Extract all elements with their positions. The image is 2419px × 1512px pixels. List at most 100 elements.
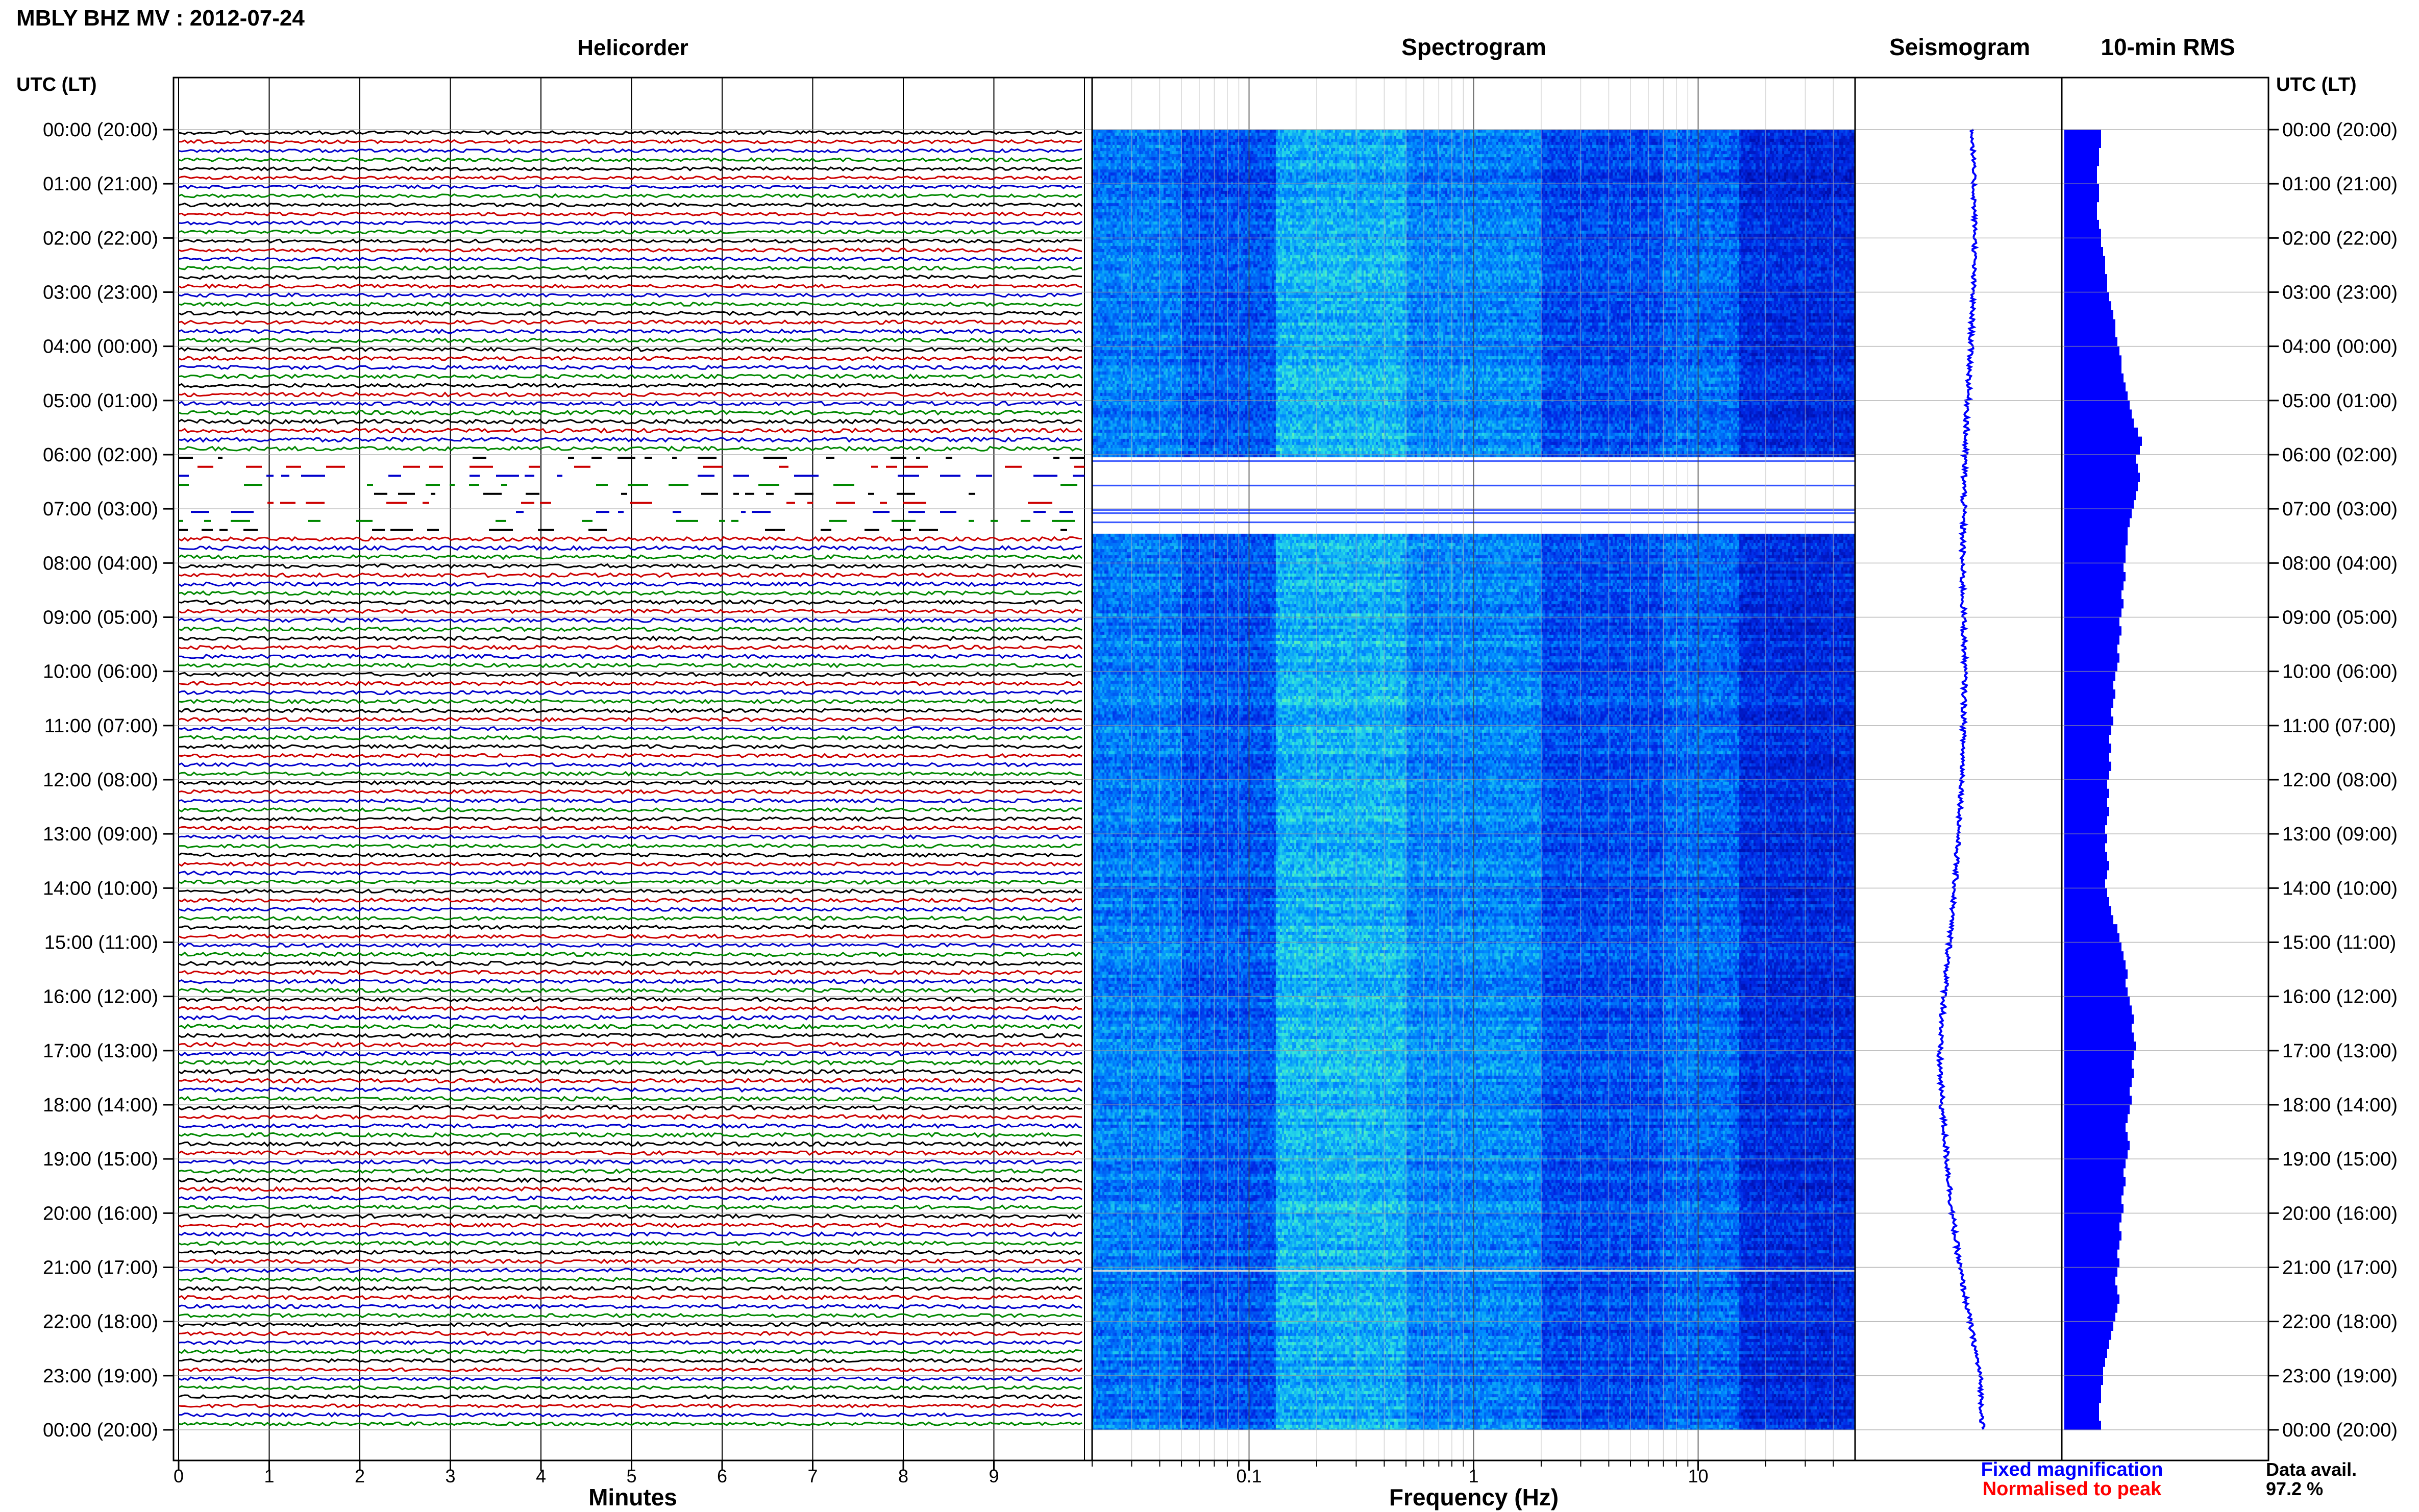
rms-bar — [2064, 608, 2121, 618]
time-label-right: 18:00 (14:00) — [2282, 1095, 2398, 1116]
rms-bar — [2064, 861, 2109, 871]
helicorder-trace-line — [178, 1222, 1082, 1228]
time-label-left: 03:00 (23:00) — [43, 282, 158, 304]
helicorder-trace-line — [178, 175, 1082, 181]
helicorder-trace-line — [179, 888, 1082, 894]
rms-bar — [2064, 825, 2105, 834]
helicorder-trace-line — [178, 1069, 1082, 1075]
helicorder-trace-line — [178, 726, 1082, 732]
time-label-right: 13:00 (09:00) — [2282, 824, 2398, 845]
helicorder-trace-line — [178, 301, 1082, 307]
rms-bar — [2064, 500, 2134, 509]
rms-bar — [2064, 978, 2126, 988]
helicorder-trace-line — [178, 364, 1082, 370]
rms-bar — [2064, 536, 2128, 546]
rms-bar — [2064, 1132, 2128, 1142]
rms-bar — [2064, 256, 2105, 265]
rms-bar — [2064, 798, 2107, 807]
time-label-left: 07:00 (03:00) — [43, 499, 158, 520]
rms-bar — [2064, 1168, 2124, 1178]
minute-tick-label: 2 — [355, 1466, 365, 1486]
helicorder-trace-line — [178, 798, 1082, 804]
helicorder-trace-line — [178, 572, 1082, 578]
time-label-left: 11:00 (07:00) — [44, 715, 158, 737]
rms-bar — [2064, 951, 2124, 961]
helicorder-trace-line — [178, 635, 1082, 641]
seismogram-frame — [1854, 77, 2063, 1461]
helicorder-trace-line — [178, 1340, 1082, 1346]
rms-bar — [2064, 671, 2115, 681]
helicorder-trace-line — [178, 427, 1083, 434]
rms-bar — [2064, 310, 2113, 320]
rms-bar — [2064, 1340, 2109, 1349]
rms-bar — [2064, 301, 2111, 311]
time-label-right: 12:00 (08:00) — [2282, 770, 2398, 791]
helicorder-trace-line — [178, 1105, 1082, 1111]
rms-bar — [2064, 409, 2132, 419]
helicorder-trace-line — [178, 1231, 1082, 1237]
rms-bar — [2064, 292, 2109, 302]
rms-bar — [2064, 635, 2119, 645]
rms-bar — [2064, 482, 2138, 491]
rms-bar — [2064, 517, 2130, 528]
rms-bar — [2064, 1077, 2132, 1087]
helicorder-trace-line — [178, 265, 1082, 271]
rms-bar — [2064, 265, 2105, 275]
helicorder-grid — [178, 78, 1085, 1460]
helicorder-trace-line — [178, 645, 1083, 651]
minute-tick-label: 8 — [898, 1466, 908, 1486]
time-label-right: 03:00 (23:00) — [2282, 282, 2398, 304]
helicorder-trace-line — [178, 1295, 1082, 1301]
rms-bar — [2064, 247, 2103, 257]
time-label-right: 10:00 (06:00) — [2282, 661, 2398, 683]
helicorder-trace-line — [178, 852, 1082, 858]
helicorder-trace-line — [178, 1123, 1082, 1129]
helicorder-trace-line — [178, 1385, 1082, 1391]
minute-tick-label: 3 — [445, 1466, 455, 1486]
rms-bar — [2064, 707, 2111, 717]
helicorder-trace-line — [178, 1077, 1082, 1084]
rms-bar — [2064, 373, 2124, 383]
rms-bar — [2064, 807, 2109, 816]
rms-bars — [2064, 130, 2142, 1430]
time-label-left: 13:00 (09:00) — [43, 824, 158, 845]
rms-bar — [2064, 815, 2107, 826]
rms-bar — [2064, 1240, 2119, 1250]
helicorder-trace-line — [178, 1394, 1082, 1400]
helicorder-trace-line — [178, 969, 1082, 976]
helicorder-trace-line — [178, 229, 1082, 235]
rms-bar — [2064, 969, 2128, 979]
rms-bar — [2064, 924, 2117, 934]
helicorder-trace-line — [178, 355, 1082, 361]
helicorder-trace-line — [178, 807, 1082, 813]
minute-tick-label: 1 — [264, 1466, 274, 1486]
helicorder-trace-line — [178, 608, 1082, 614]
helicorder-trace-line — [178, 1358, 1082, 1364]
time-label-left: 05:00 (01:00) — [43, 390, 158, 412]
rms-bar — [2064, 1421, 2101, 1430]
time-label-left: 01:00 (21:00) — [43, 173, 158, 195]
rms-bar — [2064, 1096, 2132, 1105]
time-label-right: 19:00 (15:00) — [2282, 1149, 2398, 1170]
helicorder-trace-line — [178, 843, 1082, 849]
helicorder-trace-line — [178, 148, 1082, 154]
rms-bar — [2064, 355, 2121, 365]
rms-bar — [2064, 1159, 2126, 1169]
helicorder-trace-line — [178, 924, 1082, 930]
rms-bar — [2064, 734, 2109, 744]
helicorder-trace-line — [178, 1285, 1082, 1292]
rms-bar — [2064, 1276, 2115, 1286]
rms-bar — [2064, 473, 2140, 482]
rms-bar — [2064, 554, 2126, 563]
rms-bar — [2064, 1330, 2111, 1340]
helicorder-trace-line — [178, 915, 1082, 921]
rms-bar — [2064, 274, 2107, 284]
rms-bar — [2064, 1023, 2132, 1033]
rms-bar — [2064, 1321, 2113, 1331]
helicorder-trace-line — [178, 1195, 1082, 1201]
helicorder-trace-line — [178, 762, 1082, 768]
time-label-left: 17:00 (13:00) — [43, 1040, 158, 1062]
rms-bar — [2064, 626, 2121, 636]
figure-title: MBLY BHZ MV : 2012-07-24 — [16, 6, 305, 31]
